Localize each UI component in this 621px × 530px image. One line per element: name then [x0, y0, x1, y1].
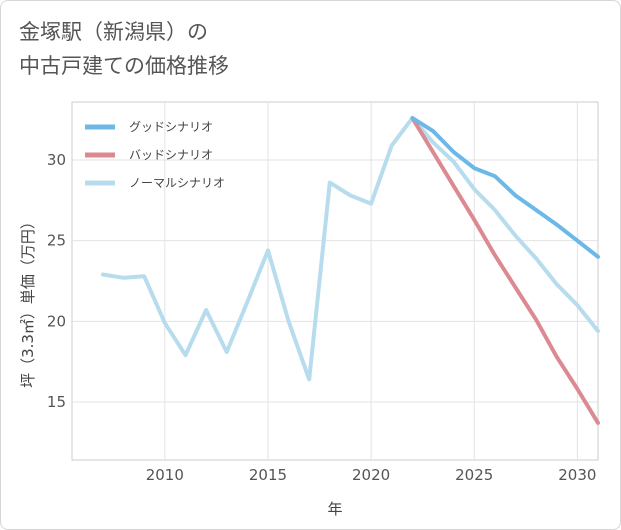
chart-title-line-1: 金塚駅（新潟県）の: [19, 20, 208, 44]
y-axis-label: 坪（3.3㎡）単価（万円）: [19, 214, 37, 388]
series-lines: [100, 116, 600, 425]
legend-label: バッドシナリオ: [129, 148, 213, 162]
series-line-0: [410, 116, 600, 259]
x-tick-label: 2010: [146, 466, 184, 484]
x-gridlines: [164, 102, 578, 460]
legend-label: ノーマルシナリオ: [129, 176, 225, 190]
y-tick-labels: 15 20 25 30: [47, 151, 66, 411]
chart-title: 金塚駅（新潟県）の 中古戸建ての価格推移: [19, 15, 229, 83]
x-tick-label: 2020: [352, 466, 390, 484]
y-tick-label: 25: [47, 232, 66, 250]
series-line-1: [410, 116, 600, 425]
chart-title-line-2: 中古戸建ての価格推移: [19, 54, 229, 78]
x-tick-labels: 2010 2015 2020 2025 2030: [146, 466, 597, 484]
y-tick-label: 30: [47, 151, 66, 169]
x-tick-label: 2025: [455, 466, 493, 484]
x-axis-label: 年: [327, 500, 342, 518]
y-tick-label: 20: [47, 312, 66, 330]
y-tick-label: 15: [47, 393, 66, 411]
x-tick-label: 2030: [558, 466, 596, 484]
x-tick-label: 2015: [249, 466, 287, 484]
legend-label: グッドシナリオ: [129, 120, 213, 134]
series-line-2: [100, 116, 600, 382]
y-gridlines: [72, 159, 598, 403]
